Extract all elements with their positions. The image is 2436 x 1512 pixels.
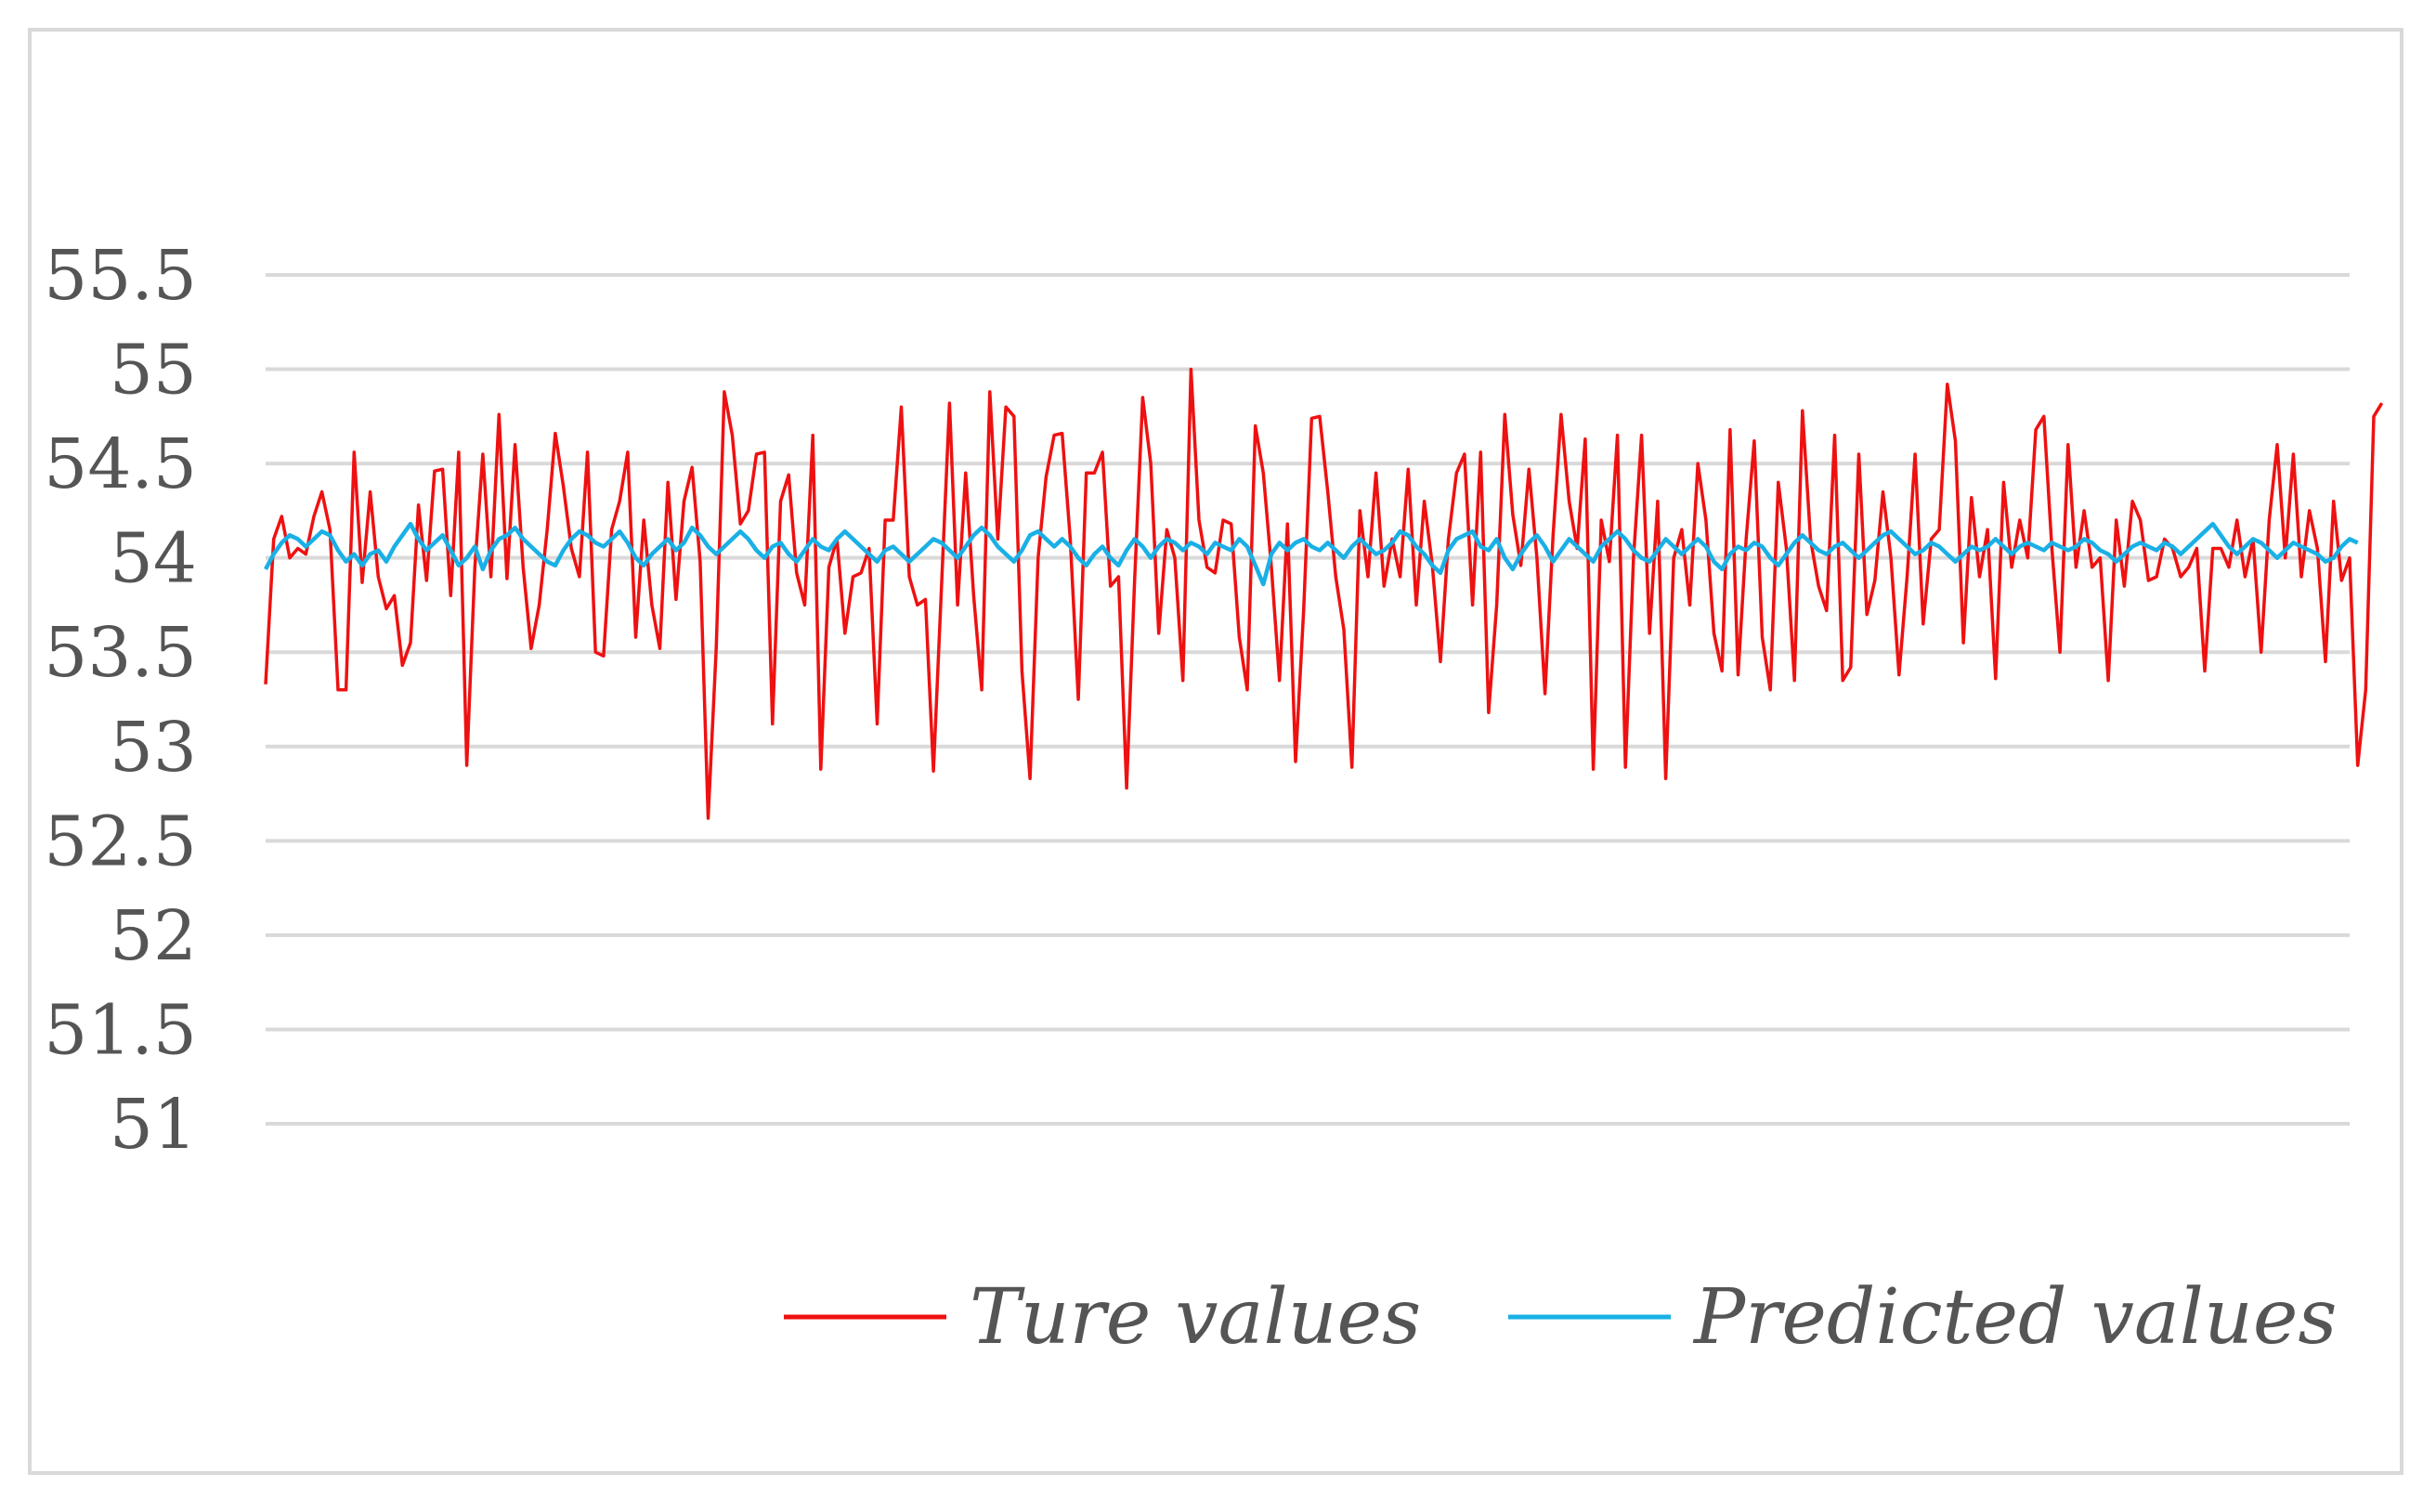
- legend-label-ture-values: Ture values: [970, 1273, 1421, 1362]
- series-lines: [264, 367, 2384, 820]
- line-chart: 55.5 55 54.5 54 53.5 53 52.5 52 51.5 51 Ture valu…: [44, 236, 2384, 1362]
- y-tick-label: 51.5: [44, 990, 197, 1070]
- y-tick-label: 51: [110, 1085, 197, 1165]
- y-axis-tick-labels: 55.5 55 54.5 54 53.5 53 52.5 52 51.5 51: [44, 236, 197, 1165]
- y-tick-label: 52: [110, 896, 197, 976]
- y-tick-label: 54.5: [44, 424, 197, 504]
- series-line-predicted-values: [264, 521, 2359, 587]
- y-tick-label: 53: [110, 708, 197, 788]
- legend: Ture values Predicted values: [784, 1273, 2337, 1362]
- series-line-ture-values: [264, 367, 2384, 820]
- y-tick-label: 55.5: [44, 236, 197, 316]
- gridlines: [266, 273, 2350, 1126]
- y-tick-label: 53.5: [44, 613, 197, 693]
- legend-label-predicted-values: Predicted values: [1692, 1273, 2337, 1362]
- y-tick-label: 52.5: [44, 802, 197, 881]
- y-tick-label: 54: [110, 519, 197, 599]
- y-tick-label: 55: [110, 331, 197, 411]
- chart-frame: 55.5 55 54.5 54 53.5 53 52.5 52 51.5 51 Ture valu…: [28, 28, 2403, 1475]
